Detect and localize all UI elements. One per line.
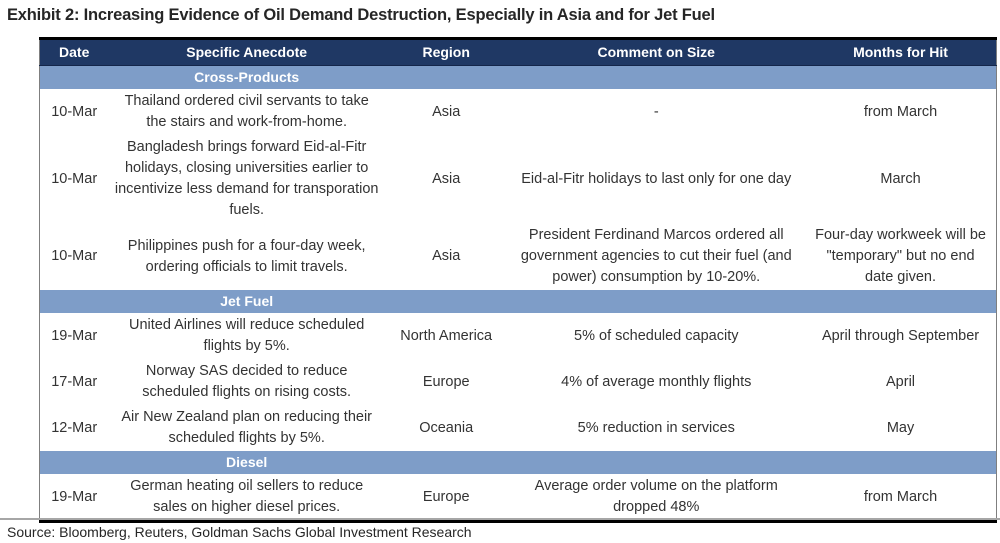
- section-label: Diesel: [108, 451, 385, 474]
- section-spacer: [384, 451, 508, 474]
- column-header-months-for-hit: Months for Hit: [805, 38, 997, 66]
- table-row: 10-Mar Thailand ordered civil servants to…: [39, 89, 997, 135]
- cell-region: Europe: [384, 474, 508, 522]
- cell-months: Four-day workweek will be "temporary" bu…: [805, 223, 997, 290]
- cell-region: Europe: [384, 359, 508, 405]
- table-body: Cross-Products 10-Mar Thailand ordered civ…: [39, 65, 997, 522]
- column-header-region: Region: [384, 38, 508, 66]
- cell-region: Asia: [384, 223, 508, 290]
- cell-anecdote: Thailand ordered civil servants to take …: [108, 89, 385, 135]
- footer-divider: [0, 518, 1000, 520]
- table-header: Date Specific Anecdote Region Comment on Si…: [39, 38, 997, 66]
- table-row: 10-Mar Philippines push for a four-day we…: [39, 223, 997, 290]
- cell-anecdote: Norway SAS decided to reduce scheduled f…: [108, 359, 385, 405]
- section-label: Cross-Products: [108, 65, 385, 89]
- cell-comment: 4% of average monthly flights: [507, 359, 806, 405]
- cell-months: March: [805, 135, 997, 223]
- cell-months: April through September: [805, 313, 997, 359]
- cell-comment: -: [507, 89, 806, 135]
- cell-comment: 5% reduction in services: [507, 405, 806, 451]
- cell-date: 12-Mar: [39, 405, 109, 451]
- cell-comment: President Ferdinand Marcos ordered all g…: [507, 223, 806, 290]
- table-row: 10-Mar Bangladesh brings forward Eid-al-F…: [39, 135, 997, 223]
- cell-date: 10-Mar: [39, 223, 109, 290]
- section-spacer: [39, 65, 109, 89]
- cell-anecdote: German heating oil sellers to reduce sal…: [108, 474, 385, 522]
- section-row-diesel: Diesel: [39, 451, 997, 474]
- table-row: 19-Mar German heating oil sellers to redu…: [39, 474, 997, 522]
- section-label: Jet Fuel: [108, 290, 385, 313]
- cell-comment: Average order volume on the platform dro…: [507, 474, 806, 522]
- column-header-specific-anecdote: Specific Anecdote: [108, 38, 385, 66]
- section-spacer: [384, 65, 508, 89]
- section-row-jet-fuel: Jet Fuel: [39, 290, 997, 313]
- cell-months: April: [805, 359, 997, 405]
- section-spacer: [805, 451, 997, 474]
- column-header-comment-on-size: Comment on Size: [507, 38, 806, 66]
- cell-months: from March: [805, 474, 997, 522]
- header-row: Date Specific Anecdote Region Comment on Si…: [39, 38, 997, 66]
- cell-region: Oceania: [384, 405, 508, 451]
- section-spacer: [39, 451, 109, 474]
- section-row-cross-products: Cross-Products: [39, 65, 997, 89]
- exhibit-title: Exhibit 2: Increasing Evidence of Oil De…: [7, 6, 715, 24]
- section-spacer: [39, 290, 109, 313]
- cell-date: 19-Mar: [39, 313, 109, 359]
- cell-date: 19-Mar: [39, 474, 109, 522]
- section-spacer: [507, 65, 806, 89]
- cell-anecdote: Philippines push for a four-day week, or…: [108, 223, 385, 290]
- cell-region: North America: [384, 313, 508, 359]
- cell-anecdote: United Airlines will reduce scheduled fl…: [108, 313, 385, 359]
- section-spacer: [507, 290, 806, 313]
- cell-date: 17-Mar: [39, 359, 109, 405]
- cell-months: from March: [805, 89, 997, 135]
- cell-region: Asia: [384, 135, 508, 223]
- section-spacer: [507, 451, 806, 474]
- cell-comment: 5% of scheduled capacity: [507, 313, 806, 359]
- table-row: 12-Mar Air New Zealand plan on reducing t…: [39, 405, 997, 451]
- section-spacer: [805, 290, 997, 313]
- section-spacer: [384, 290, 508, 313]
- cell-date: 10-Mar: [39, 135, 109, 223]
- table-row: 19-Mar United Airlines will reduce schedu…: [39, 313, 997, 359]
- table-row: 17-Mar Norway SAS decided to reduce sched…: [39, 359, 997, 405]
- cell-anecdote: Air New Zealand plan on reducing their s…: [108, 405, 385, 451]
- section-spacer: [805, 65, 997, 89]
- cell-anecdote: Bangladesh brings forward Eid-al-Fitr ho…: [108, 135, 385, 223]
- cell-comment: Eid-al-Fitr holidays to last only for on…: [507, 135, 806, 223]
- column-header-date: Date: [39, 38, 109, 66]
- cell-region: Asia: [384, 89, 508, 135]
- source-note: Source: Bloomberg, Reuters, Goldman Sach…: [7, 524, 472, 540]
- anecdote-table: Date Specific Anecdote Region Comment on Si…: [39, 37, 997, 523]
- cell-date: 10-Mar: [39, 89, 109, 135]
- cell-months: May: [805, 405, 997, 451]
